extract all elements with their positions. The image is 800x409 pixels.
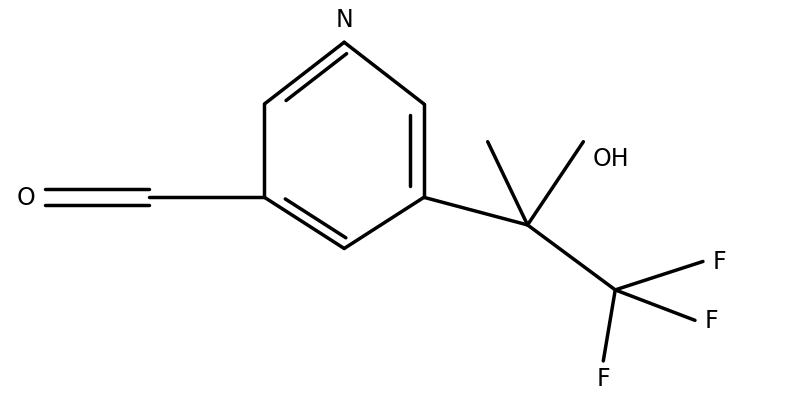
- Text: F: F: [713, 250, 726, 274]
- Text: F: F: [597, 366, 610, 390]
- Text: N: N: [335, 8, 353, 32]
- Text: F: F: [705, 308, 718, 333]
- Text: OH: OH: [593, 146, 630, 171]
- Text: O: O: [17, 186, 36, 210]
